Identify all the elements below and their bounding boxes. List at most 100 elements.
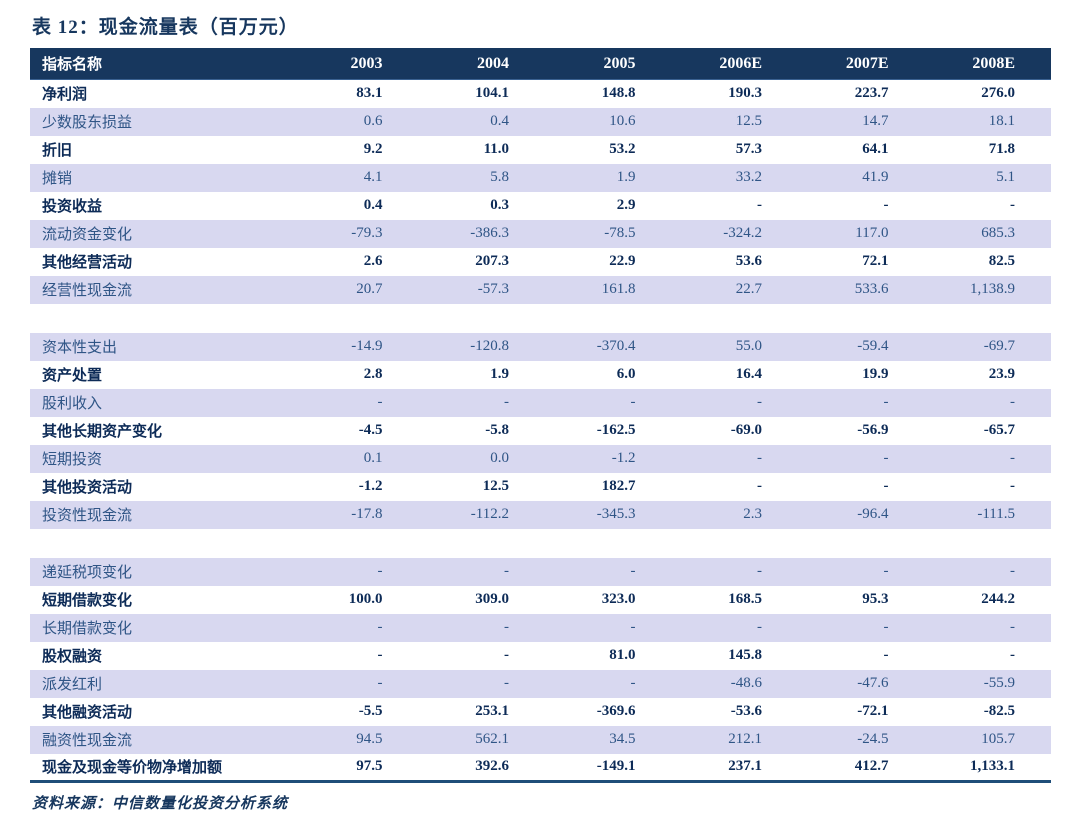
value-cell: 533.6 (854, 281, 889, 297)
header-year: 2004 (418, 48, 545, 80)
value-cell: -57.3 (477, 281, 509, 297)
value-cell: -5.5 (358, 703, 383, 719)
table-row: 少数股东损益 0.6 0.4 10.6 12.5 14.7 18.1 (30, 107, 1051, 136)
value-cell: 105.7 (981, 731, 1015, 747)
value-cell: -5.8 (485, 422, 509, 438)
value-cell: 55.0 (735, 338, 762, 354)
value-cell: -1.2 (358, 478, 383, 494)
value-cell: 1.9 (616, 169, 636, 185)
value-cell: 0.3 (490, 197, 509, 213)
value-cell: 100.0 (348, 591, 383, 607)
value-cell: 57.3 (735, 141, 762, 157)
table-row: 摊销 4.1 5.8 1.9 33.2 41.9 5.1 (30, 163, 1051, 192)
row-label: 派发红利 (42, 677, 103, 693)
value-cell: 5.1 (996, 169, 1015, 185)
row-label: 递延税项变化 (42, 565, 133, 581)
table-row: 其他融资活动 -5.5 253.1 -369.6 -53.6 -72.1 -82.5 (30, 697, 1051, 726)
header-year: 2006E (671, 48, 798, 80)
row-label: 短期借款变化 (42, 593, 133, 609)
row-label: 股权融资 (42, 649, 103, 665)
value-cell: 5.8 (490, 169, 509, 185)
value-cell: 81.0 (609, 647, 636, 663)
value-cell: -370.4 (596, 338, 636, 354)
value-cell: 148.8 (601, 85, 636, 102)
header-year: 2008E (924, 48, 1051, 80)
value-cell: 0.6 (363, 113, 383, 129)
value-cell: 1,138.9 (970, 281, 1015, 297)
value-cell: 2.9 (616, 197, 636, 213)
value-cell: - (757, 619, 762, 635)
value-cell: - (757, 478, 762, 494)
header-year: 2007E (798, 48, 925, 80)
value-cell: 161.8 (601, 281, 636, 297)
value-cell: 104.1 (475, 85, 509, 102)
value-cell: 685.3 (981, 225, 1015, 241)
table-row: 资本性支出 -14.9 -120.8 -370.4 55.0 -59.4 -69.7 (30, 332, 1051, 361)
value-cell: - (504, 647, 509, 663)
value-cell: - (1010, 563, 1015, 579)
value-cell: 97.5 (356, 758, 383, 775)
value-cell: - (883, 619, 889, 635)
value-cell: 16.4 (735, 366, 762, 382)
value-cell: - (630, 619, 636, 635)
value-cell: 94.5 (356, 731, 383, 747)
value-cell: -69.7 (983, 338, 1015, 354)
table-row: 短期借款变化 100.0 309.0 323.0 168.5 95.3 244.2 (30, 585, 1051, 614)
row-label: 融资性现金流 (42, 733, 133, 749)
header-year: 2003 (292, 48, 419, 80)
value-cell: - (883, 450, 889, 466)
value-cell: 22.7 (735, 281, 762, 297)
value-cell: - (883, 478, 889, 494)
value-cell: 11.0 (483, 141, 509, 157)
value-cell: 2.3 (743, 506, 762, 522)
row-label: 其他长期资产变化 (42, 424, 163, 440)
table-row: 递延税项变化 - - - - - - (30, 557, 1051, 586)
row-label: 少数股东损益 (42, 115, 133, 131)
value-cell: -96.4 (857, 506, 889, 522)
value-cell: - (504, 619, 509, 635)
value-cell: -111.5 (977, 506, 1015, 522)
value-cell: - (757, 394, 762, 410)
source-note: 资料来源：中信数量化投资分析系统 (32, 796, 289, 812)
row-label: 投资收益 (42, 199, 103, 215)
spacer-cell (30, 304, 1051, 333)
value-cell: -162.5 (596, 422, 636, 438)
value-cell: -79.3 (351, 225, 383, 241)
row-label: 资产处置 (42, 368, 103, 384)
row-label: 股利收入 (42, 396, 103, 412)
value-cell: 412.7 (854, 758, 889, 775)
value-cell: - (883, 563, 889, 579)
value-cell: - (504, 394, 509, 410)
table-row: 经营性现金流 20.7 -57.3 161.8 22.7 533.6 1,138.9 (30, 275, 1051, 304)
row-label: 经营性现金流 (42, 283, 133, 299)
table-row: 其他长期资产变化 -4.5 -5.8 -162.5 -69.0 -56.9 -65.7 (30, 416, 1051, 445)
table-row: 股利收入 - - - - - - (30, 388, 1051, 417)
value-cell: - (1010, 647, 1015, 663)
header-year: 2005 (545, 48, 672, 80)
value-cell: - (377, 563, 383, 579)
spacer-row (30, 528, 1051, 558)
table-row: 融资性现金流 94.5 562.1 34.5 212.1 -24.5 105.7 (30, 725, 1051, 754)
row-label: 其他投资活动 (42, 480, 133, 496)
value-cell: -55.9 (983, 675, 1015, 691)
header-indicator-name: 指标名称 (30, 48, 292, 80)
value-cell: -17.8 (351, 506, 383, 522)
value-cell: 182.7 (601, 478, 636, 494)
value-cell: 145.8 (728, 647, 762, 663)
value-cell: -14.9 (351, 338, 383, 354)
value-cell: - (1010, 197, 1015, 213)
value-cell: - (1010, 478, 1015, 494)
value-cell: 2.6 (363, 253, 383, 269)
spacer-cell (30, 529, 1051, 558)
value-cell: 117.0 (855, 225, 889, 241)
value-cell: -112.2 (470, 506, 509, 522)
table-row: 流动资金变化 -79.3 -386.3 -78.5 -324.2 117.0 685.3 (30, 219, 1051, 248)
value-cell: - (1010, 394, 1015, 410)
value-cell: 23.9 (988, 366, 1015, 382)
value-cell: -1.2 (611, 450, 636, 466)
row-label: 摊销 (42, 171, 73, 187)
value-cell: - (377, 647, 383, 663)
value-cell: 71.8 (988, 141, 1015, 157)
value-cell: 64.1 (862, 141, 889, 157)
row-label: 投资性现金流 (42, 508, 133, 524)
